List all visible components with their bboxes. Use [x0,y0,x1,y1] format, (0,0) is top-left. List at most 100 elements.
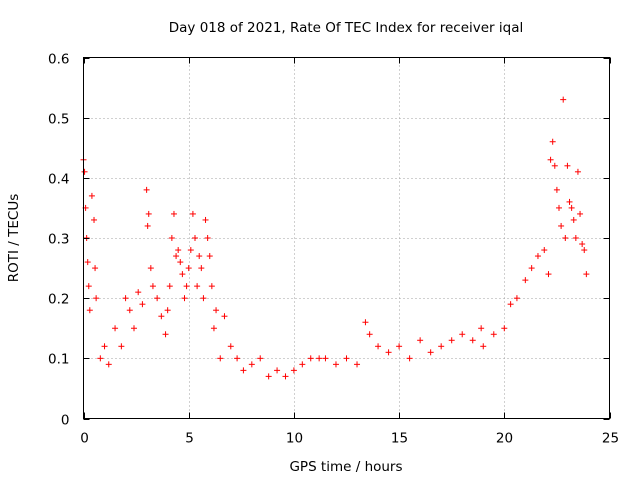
data-point [170,210,177,217]
data-point [192,235,199,241]
y-tick-label: 0.2 [48,292,69,308]
data-point [181,295,188,302]
x-tick-label: 0 [80,431,89,447]
data-point [88,192,95,199]
data-point [93,295,100,302]
y-tick-label: 0.1 [48,352,69,368]
data-point [162,331,169,338]
data-point [213,307,220,314]
data-point [139,301,146,308]
y-tick-label: 0.6 [48,52,69,68]
data-point [158,313,165,320]
data-point [164,307,171,314]
x-tick-label: 10 [286,431,303,447]
y-tick-label: 0.5 [48,112,69,128]
data-point [198,265,205,272]
data-point [448,337,455,344]
data-point [564,162,571,169]
data-point [574,168,581,175]
data-point [562,235,569,241]
data-point [204,235,211,241]
data-point [366,331,373,338]
data-point [144,222,151,229]
data-point [168,235,175,241]
data-point [556,204,563,211]
data-point [469,337,476,344]
data-point [84,259,91,266]
data-point [322,355,329,362]
data-point [290,367,297,374]
data-point [149,283,156,290]
data-point [257,355,264,362]
data-point [478,325,485,332]
data-point [343,355,350,362]
data-point [545,271,552,278]
data-point [187,247,194,254]
data-point [459,331,466,338]
y-tick-label: 0.3 [48,232,69,248]
data-point [581,247,588,254]
data-point [507,301,514,308]
data-point [307,355,314,362]
data-point [566,198,573,205]
x-tick-label: 25 [602,431,619,447]
x-tick-label: 5 [185,431,194,447]
data-point [282,373,289,380]
data-point [81,168,88,175]
data-point [166,283,173,290]
data-point [183,283,190,290]
data-point [274,367,281,374]
data-point [194,283,201,290]
data-point [560,96,567,103]
data-point [105,361,112,368]
data-point [97,355,104,362]
data-point [154,295,161,302]
data-point [572,235,579,241]
data-point [85,283,92,290]
y-tick-label: 0.4 [48,172,69,188]
data-point [202,216,209,223]
data-point [122,295,129,302]
data-point [316,355,323,362]
data-point [86,307,93,314]
data-point [417,337,424,344]
axis-ticks: 0 0.1 0.2 0.3 0.4 0.5 0.6 0 5 10 15 20 25 [48,52,619,447]
data-point [200,295,207,302]
data-point [501,325,508,332]
data-point [553,186,560,193]
data-point [568,204,575,211]
data-point [480,343,487,350]
data-point [91,216,98,223]
data-point [177,259,184,266]
data-point [332,361,339,368]
data-point [528,265,535,272]
y-axis-label: ROTI / TECUs [6,194,22,282]
data-points [80,96,590,380]
data-point [577,210,584,217]
data-point [265,373,272,380]
data-point [579,241,586,248]
data-point [147,265,154,272]
data-point [130,325,137,332]
data-point [534,253,541,260]
data-point [396,343,403,350]
data-point [362,319,369,326]
data-point [118,343,125,350]
data-point [126,307,133,314]
data-point [547,156,554,163]
grid [83,57,610,419]
data-point [189,210,196,217]
data-point [427,349,434,356]
data-point [299,361,306,368]
data-point [175,247,182,254]
data-point [240,367,247,374]
data-point [221,313,228,320]
data-point [185,265,192,272]
data-point [375,343,382,350]
y-tick-label: 0 [61,413,70,429]
data-point [234,355,241,362]
data-point [438,343,445,350]
x-tick-label: 20 [496,431,513,447]
chart-title: Day 018 of 2021, Rate Of TEC Index for r… [169,20,524,36]
